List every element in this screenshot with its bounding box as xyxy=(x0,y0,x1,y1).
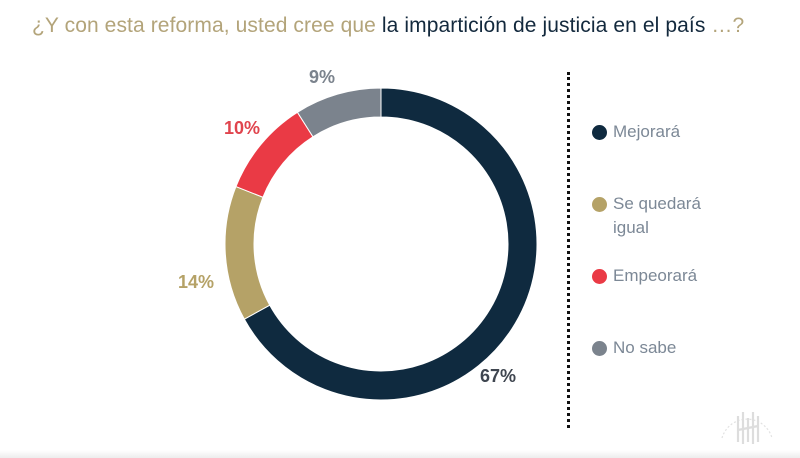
legend-label: Mejorará xyxy=(613,122,681,141)
data-label-se-quedar-igual: 14% xyxy=(178,272,214,292)
page-title: ¿Y con esta reforma, usted cree que la i… xyxy=(32,14,744,38)
data-label-no-sabe: 9% xyxy=(309,67,335,87)
legend-label: Se quedará igual xyxy=(613,194,701,237)
title-part-gold: ¿Y con esta reforma, usted cree que xyxy=(32,14,382,37)
legend-label: No sabe xyxy=(613,338,677,357)
legend-item-no-sabe: No sabe xyxy=(592,336,723,360)
legend-dot-se-quedara-igual xyxy=(592,197,607,212)
legend-item-empeorara: Empeorará xyxy=(592,264,723,288)
donut-slice-no-sabe xyxy=(296,87,382,138)
legend-item-mejorara: Mejorará xyxy=(592,120,723,144)
legend-dot-mejorara xyxy=(592,125,607,140)
legend-divider xyxy=(567,72,570,428)
legend-item-se-quedara-igual: Se quedará igual xyxy=(592,192,723,240)
data-label-mejorar-: 67% xyxy=(480,366,516,386)
legend-dot-empeorara xyxy=(592,269,607,284)
legend-label: Empeorará xyxy=(613,266,698,285)
institution-seal-icon xyxy=(721,412,773,444)
donut-chart: 67% 14% 10% 9% xyxy=(178,67,538,401)
title-part-ellipsis: …? xyxy=(705,14,745,37)
donut-slice-mejorar- xyxy=(243,87,538,401)
bottom-band xyxy=(0,450,800,458)
title-part-dark: la impartición de justicia en el país xyxy=(381,14,706,37)
donut-slice-se-quedar-igual xyxy=(224,185,271,320)
legend-dot-no-sabe xyxy=(592,341,607,356)
data-label-empeorar-: 10% xyxy=(224,118,260,138)
